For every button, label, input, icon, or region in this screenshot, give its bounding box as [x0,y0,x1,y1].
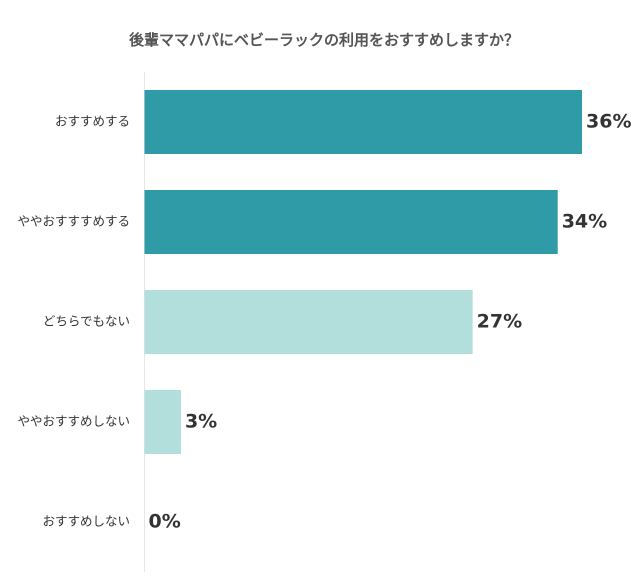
bar-value-label: 3% [185,411,217,433]
category-label: おすすめしない [42,514,130,529]
bar-value-label: 27% [477,311,522,333]
category-label: どちらでもない [43,314,130,329]
category-label: ややおすすめしない [17,414,130,429]
bar [144,390,181,454]
bars-group: おすすめする 36% ややおすすすめする 34% どちらでもない 27% ややおすすめしない… [17,90,631,533]
category-label: おすすめする [55,114,130,129]
bar-value-label: 0% [149,511,181,533]
chart-title: 後輩ママパパにベビーラックの利用をおすすめしますか？ [128,31,519,49]
bar [144,290,473,354]
bar-value-label: 34% [562,211,607,233]
bar-value-label: 36% [586,111,631,133]
bar [144,190,558,254]
category-label: ややおすすすめする [17,214,130,229]
bar [144,90,582,154]
